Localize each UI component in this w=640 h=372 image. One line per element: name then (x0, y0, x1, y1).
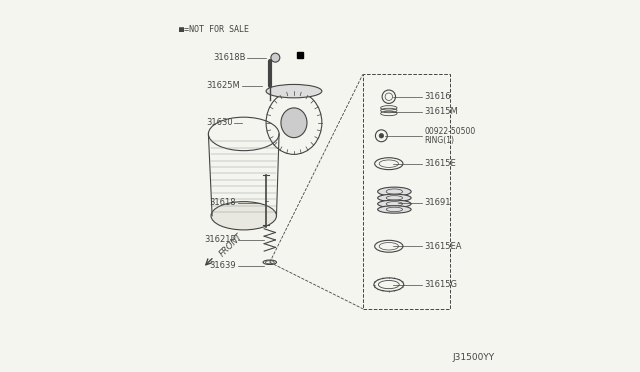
Text: 31615E: 31615E (424, 159, 456, 168)
Ellipse shape (378, 200, 411, 208)
Text: 31615M: 31615M (424, 107, 458, 116)
Ellipse shape (281, 108, 307, 138)
Circle shape (379, 134, 383, 138)
Ellipse shape (266, 84, 322, 98)
Text: FRONT: FRONT (218, 232, 244, 259)
Ellipse shape (378, 206, 411, 213)
Text: 31625M: 31625M (206, 81, 240, 90)
Text: 31618B: 31618B (213, 53, 246, 62)
Text: 31615G: 31615G (424, 280, 457, 289)
Text: 31691: 31691 (424, 198, 451, 207)
Ellipse shape (211, 202, 276, 230)
Ellipse shape (378, 187, 411, 196)
Text: 31621P: 31621P (205, 235, 236, 244)
Text: 31630: 31630 (206, 118, 232, 127)
Text: 31618: 31618 (210, 198, 236, 207)
Text: 31615EA: 31615EA (424, 242, 461, 251)
Text: RING(1): RING(1) (424, 136, 454, 145)
Text: ■=NOT FOR SALE: ■=NOT FOR SALE (179, 25, 249, 34)
Text: 00922-50500: 00922-50500 (424, 127, 476, 136)
Circle shape (271, 53, 280, 62)
Text: J31500YY: J31500YY (452, 353, 495, 362)
Ellipse shape (378, 194, 411, 202)
Text: 31639: 31639 (210, 262, 236, 270)
Bar (363, 74, 450, 309)
Text: 31616: 31616 (424, 92, 451, 101)
